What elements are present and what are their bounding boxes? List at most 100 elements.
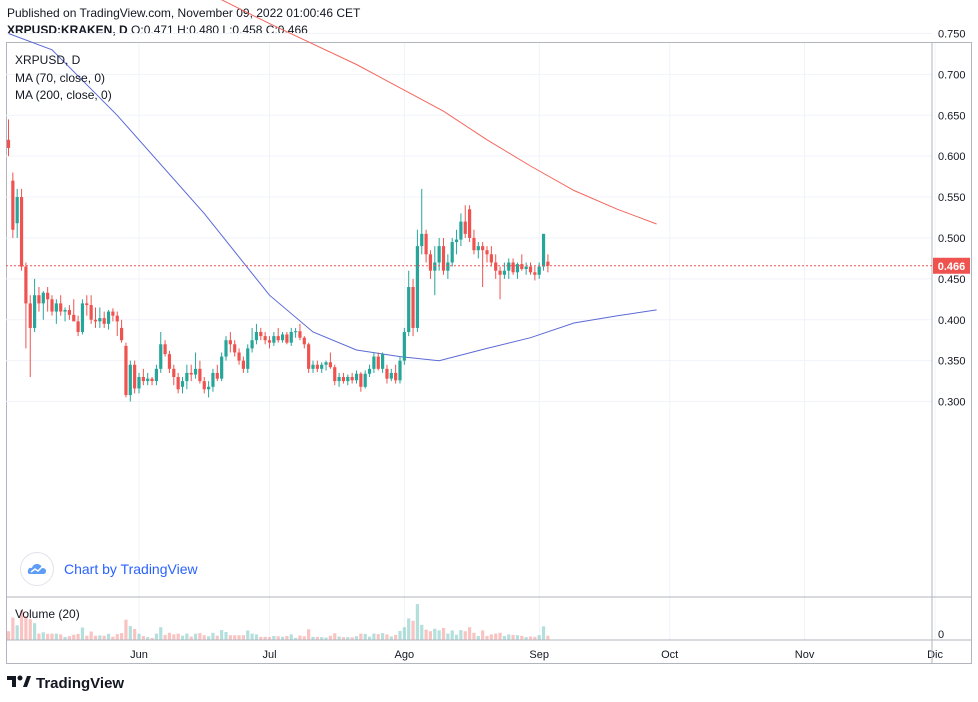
candle-body bbox=[298, 331, 302, 338]
volume-bar bbox=[89, 631, 93, 640]
volume-bar bbox=[420, 624, 424, 640]
candle-body bbox=[202, 381, 206, 390]
x-tick-label: Jun bbox=[130, 649, 148, 661]
candle-body bbox=[507, 262, 511, 271]
volume-bar bbox=[367, 636, 372, 640]
tradingview-watermark[interactable]: Chart by TradingView bbox=[20, 552, 198, 586]
volume-bar bbox=[459, 630, 463, 640]
chart-frame[interactable] bbox=[6, 42, 972, 664]
candle-body bbox=[276, 336, 280, 341]
candle-body bbox=[24, 266, 28, 304]
candle-body bbox=[167, 354, 172, 369]
candle-body bbox=[476, 246, 480, 251]
volume-bar bbox=[511, 634, 515, 640]
candle-body bbox=[441, 246, 446, 271]
candle-body bbox=[63, 309, 67, 312]
candle-body bbox=[363, 373, 367, 387]
candle-body bbox=[402, 332, 406, 361]
volume-bar bbox=[424, 629, 428, 640]
volume-bar bbox=[289, 634, 293, 640]
volume-bar bbox=[172, 634, 176, 640]
candle-body bbox=[198, 368, 202, 382]
volume-bar bbox=[498, 632, 502, 640]
x-tick-label: Sep bbox=[529, 649, 549, 661]
candle-body bbox=[241, 360, 245, 369]
last-price-badge bbox=[933, 257, 970, 274]
y-tick-label: 0.650 bbox=[938, 110, 966, 122]
candle-body bbox=[85, 303, 89, 306]
candle-body bbox=[163, 344, 167, 355]
candle-body bbox=[307, 344, 311, 369]
candle-body bbox=[520, 264, 524, 270]
candle-body bbox=[128, 364, 132, 396]
volume-bar bbox=[398, 630, 402, 640]
x-tick-label: Ago bbox=[395, 649, 415, 661]
footer-brand-name: TradingView bbox=[36, 674, 125, 692]
volume-bar bbox=[472, 632, 476, 640]
volume-bar bbox=[254, 634, 259, 640]
candle-body bbox=[176, 377, 180, 390]
candle-body bbox=[111, 311, 115, 316]
candle-body bbox=[41, 292, 45, 304]
volume-bar bbox=[137, 633, 141, 640]
x-tick-label: Nov bbox=[795, 649, 815, 661]
volume-bar bbox=[176, 633, 180, 640]
candle-body bbox=[115, 315, 119, 322]
candle-body bbox=[472, 237, 476, 251]
y-tick-label: 0.600 bbox=[938, 151, 966, 163]
candle-body bbox=[289, 332, 293, 343]
candle-body bbox=[193, 368, 198, 375]
candle-body bbox=[267, 340, 272, 343]
candle-body bbox=[433, 262, 437, 271]
candle-body bbox=[320, 364, 324, 369]
volume-bar bbox=[163, 634, 167, 640]
candle-body bbox=[381, 354, 385, 369]
volume-bar bbox=[302, 636, 306, 640]
candle-body bbox=[324, 362, 328, 365]
candle-body bbox=[446, 262, 450, 271]
candle-body bbox=[80, 303, 85, 333]
candle-body bbox=[154, 368, 158, 382]
volume-bar bbox=[233, 635, 237, 640]
volume-bar bbox=[528, 636, 533, 640]
candle-body bbox=[250, 340, 254, 349]
candle-body bbox=[272, 336, 276, 343]
volume-bar bbox=[102, 635, 106, 640]
volume-bar bbox=[394, 634, 398, 640]
candle-body bbox=[420, 233, 424, 247]
candle-body bbox=[263, 336, 267, 341]
volume-bar bbox=[541, 626, 546, 640]
published-line: Published on TradingView.com, November 0… bbox=[7, 6, 361, 20]
candle-body bbox=[328, 362, 332, 368]
volume-bar bbox=[72, 634, 76, 640]
volume-bar bbox=[502, 636, 506, 640]
volume-bar bbox=[267, 637, 272, 640]
footer-logo[interactable]: TradingView bbox=[7, 674, 124, 692]
volume-bar bbox=[376, 634, 380, 640]
volume-bar bbox=[159, 627, 163, 640]
candle-body bbox=[11, 180, 15, 230]
volume-bar bbox=[198, 633, 202, 640]
volume-bar bbox=[341, 637, 346, 640]
volume-bar bbox=[120, 633, 124, 640]
candle-body bbox=[398, 360, 402, 381]
candle-body bbox=[93, 319, 98, 322]
candle-body bbox=[237, 352, 241, 361]
candle-body bbox=[533, 272, 537, 275]
volume-bar bbox=[185, 633, 189, 640]
volume-bar bbox=[207, 636, 211, 640]
volume-bar bbox=[311, 636, 315, 640]
ma200-series bbox=[220, 0, 657, 225]
volume-bar bbox=[280, 636, 285, 640]
candle-body bbox=[407, 287, 411, 333]
candle-body bbox=[28, 303, 32, 328]
legend-symbol: XRPUSD, D bbox=[15, 53, 81, 67]
legend-ma70: MA (70, close, 0) bbox=[15, 71, 106, 85]
candle-body bbox=[15, 197, 19, 224]
volume-bar bbox=[46, 633, 50, 640]
candle-body bbox=[133, 364, 137, 389]
volume-bar bbox=[146, 637, 150, 640]
candle-body bbox=[98, 318, 102, 322]
y-tick-label: 0.500 bbox=[938, 233, 966, 245]
